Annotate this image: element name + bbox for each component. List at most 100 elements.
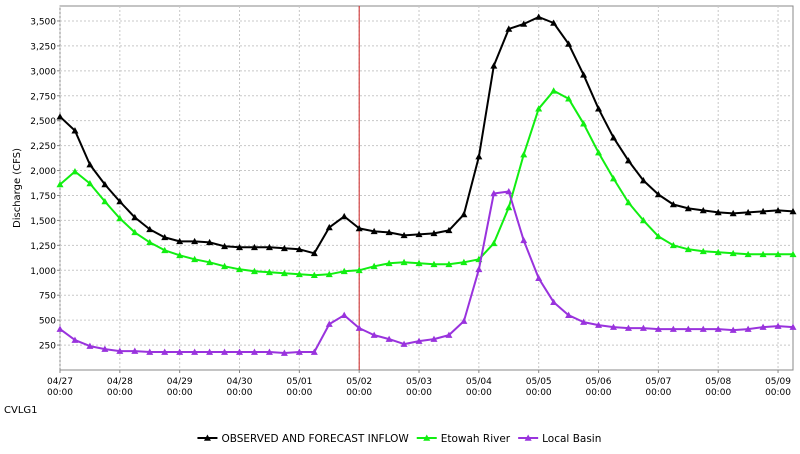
data-point	[310, 249, 318, 257]
data-point	[639, 324, 647, 331]
data-point	[400, 340, 408, 347]
data-point	[789, 323, 797, 330]
data-point	[550, 298, 558, 305]
data-point	[116, 347, 124, 354]
y-tick-label: 2,750	[30, 92, 56, 102]
data-point	[400, 231, 408, 239]
y-tick-label: 3,500	[30, 17, 56, 27]
data-point	[370, 262, 378, 270]
x-tick-time-label: 00:00	[107, 388, 133, 398]
data-point	[56, 325, 64, 332]
data-point	[580, 318, 588, 325]
data-point	[101, 181, 109, 188]
data-point	[669, 241, 677, 249]
data-point	[445, 331, 453, 338]
data-point	[729, 326, 737, 333]
data-point	[475, 153, 483, 160]
data-point	[146, 238, 154, 246]
data-point	[176, 251, 184, 259]
data-point	[550, 19, 558, 26]
data-point	[206, 258, 214, 266]
series-line	[59, 190, 794, 354]
data-point	[56, 113, 64, 120]
x-tick-time-label: 00:00	[286, 388, 312, 398]
data-point	[460, 317, 468, 324]
y-tick-label: 1,250	[30, 242, 56, 252]
data-point	[385, 228, 393, 236]
data-point	[370, 331, 378, 338]
series-0	[56, 13, 797, 257]
data-point	[535, 274, 543, 282]
data-point	[729, 209, 737, 217]
data-point	[310, 348, 318, 355]
data-point	[415, 230, 423, 238]
data-point	[744, 250, 752, 258]
data-point	[325, 223, 333, 231]
x-tick-time-label: 00:00	[406, 388, 432, 398]
data-point	[654, 325, 662, 332]
x-tick-date-label: 04/29	[167, 377, 193, 387]
x-tick-date-label: 05/02	[346, 377, 372, 387]
y-tick-label: 3,250	[30, 42, 56, 52]
data-point	[714, 248, 722, 256]
x-tick-date-label: 05/04	[466, 377, 492, 387]
x-tick-time-label: 00:00	[705, 388, 731, 398]
data-point	[774, 322, 782, 329]
grid	[59, 6, 793, 370]
y-tick-label: 2,250	[30, 142, 56, 152]
data-point	[609, 175, 617, 182]
data-point	[789, 250, 797, 258]
data-point	[565, 40, 573, 47]
y-axis: 250 500 750 1,000 1,250 1,500 1,750 2,000 2,250 2…	[30, 17, 60, 352]
x-tick-date-label: 04/30	[227, 377, 253, 387]
data-point	[520, 151, 528, 158]
data-point	[505, 203, 513, 211]
data-point	[535, 105, 543, 112]
data-point	[580, 71, 588, 78]
data-point	[460, 258, 468, 266]
x-tick-time-label: 00:00	[227, 388, 253, 398]
y-tick-label: 2,000	[30, 167, 56, 177]
data-point	[265, 268, 273, 276]
legend-item: Etowah River	[416, 433, 511, 445]
data-point	[759, 323, 767, 330]
x-axis: 04/2700:0004/2800:0004/2900:0004/3000:00…	[47, 370, 791, 398]
y-tick-label: 3,000	[30, 67, 56, 77]
data-point	[265, 243, 273, 251]
x-tick-date-label: 05/09	[765, 377, 791, 387]
data-point	[176, 237, 184, 245]
data-point	[624, 324, 632, 331]
data-point	[654, 190, 662, 198]
data-point	[774, 206, 782, 214]
data-point	[176, 348, 184, 355]
x-tick-date-label: 05/07	[645, 377, 671, 387]
data-point	[505, 25, 513, 32]
y-tick-label: 250	[39, 342, 56, 352]
data-point	[236, 243, 244, 251]
data-point	[206, 348, 214, 355]
data-point	[669, 200, 677, 208]
data-point	[684, 245, 692, 253]
data-point	[385, 259, 393, 267]
y-tick-label: 500	[39, 317, 56, 327]
x-tick-time-label: 00:00	[526, 388, 552, 398]
data-point	[789, 207, 797, 215]
location-label: CVLG1	[4, 405, 38, 416]
data-point	[250, 267, 258, 275]
data-point	[684, 204, 692, 212]
data-point	[250, 348, 258, 355]
data-point	[400, 258, 408, 266]
data-point	[221, 348, 229, 355]
data-point	[101, 345, 109, 352]
data-point	[86, 180, 94, 187]
data-point	[535, 13, 543, 20]
data-point	[71, 127, 79, 134]
y-tick-label: 750	[39, 292, 56, 302]
y-tick-label: 1,750	[30, 192, 56, 202]
data-point	[191, 237, 199, 245]
y-tick-label: 1,500	[30, 217, 56, 227]
data-point	[490, 189, 498, 197]
data-point	[206, 238, 214, 246]
data-point	[146, 348, 154, 355]
